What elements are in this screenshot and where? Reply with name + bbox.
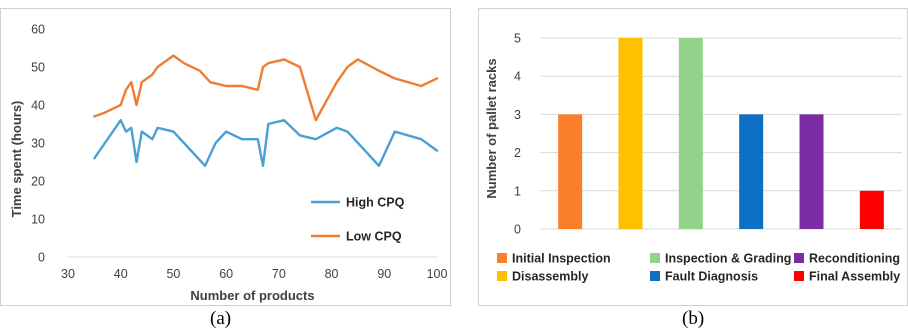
- legend-swatch: [794, 271, 804, 281]
- legend-label: Initial Inspection: [512, 252, 611, 266]
- y-tick-label: 5: [514, 32, 521, 46]
- x-tick-label: 70: [272, 267, 286, 281]
- series-line-low-cpq: [93, 54, 439, 122]
- y-tick-label: 0: [514, 223, 521, 237]
- bar-final-assembly: [859, 190, 884, 229]
- legend-label: Reconditioning: [809, 252, 900, 266]
- y-tick-label: 3: [514, 108, 521, 122]
- y-axis-title: Number of pallet racks: [484, 58, 499, 198]
- legend-swatch: [650, 271, 660, 281]
- x-tick-label: 100: [427, 267, 448, 281]
- bar-disassembly: [618, 38, 643, 229]
- legend-label: Low CPQ: [346, 230, 402, 244]
- x-tick-label: 80: [325, 267, 339, 281]
- legend-swatch: [794, 253, 804, 263]
- y-tick-label: 30: [31, 137, 45, 151]
- y-tick-label: 60: [31, 23, 45, 37]
- legend-label: Inspection & Grading: [665, 252, 791, 266]
- legend-swatch: [497, 253, 507, 263]
- legend-label: Final Assembly: [809, 270, 900, 284]
- chart-a-frame: [0, 8, 451, 306]
- legend-label: High CPQ: [346, 196, 405, 210]
- x-tick-label: 40: [114, 267, 128, 281]
- y-tick-label: 4: [514, 70, 521, 84]
- series-line-high-cpq: [93, 118, 439, 168]
- bar-initial-inspection: [558, 114, 583, 229]
- x-tick-label: 30: [61, 267, 75, 281]
- bar-chart: 0 1 2 3 4 5 Number of pallet racks Initial Insp…: [484, 32, 902, 284]
- x-axis-title: Number of products: [190, 288, 314, 303]
- y-tick-label: 40: [31, 99, 45, 113]
- y-tick-label: 0: [38, 251, 45, 265]
- y-tick-label: 1: [514, 184, 521, 198]
- y-tick-label: 50: [31, 61, 45, 75]
- panel-label-b: (b): [682, 308, 705, 329]
- legend-label: Fault Diagnosis: [665, 270, 758, 284]
- y-tick-label: 10: [31, 213, 45, 227]
- y-tick-label: 2: [514, 146, 521, 160]
- legend-swatch: [650, 253, 660, 263]
- x-tick-label: 90: [377, 267, 391, 281]
- y-axis-title: Time spent (hours): [9, 101, 24, 218]
- bar-inspection-grading: [678, 38, 703, 229]
- x-tick-label: 60: [219, 267, 233, 281]
- line-chart: 0 10 20 30 40 50 60 30 40 50 60 70 80 90 100 Number of …: [9, 23, 448, 304]
- x-tick-label: 50: [166, 267, 180, 281]
- legend-label: Disassembly: [512, 270, 588, 284]
- bar-reconditioning: [799, 114, 824, 229]
- legend-swatch: [497, 271, 507, 281]
- y-tick-label: 20: [31, 175, 45, 189]
- bar-fault-diagnosis: [739, 114, 764, 229]
- panel-label-a: (a): [210, 308, 232, 329]
